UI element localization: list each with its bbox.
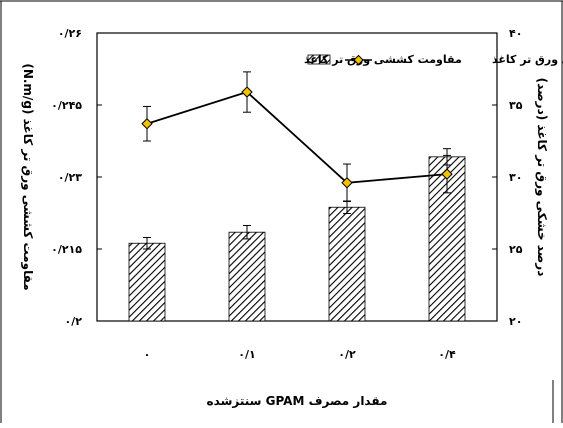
left-y-tick-label: ۰/۲۳ xyxy=(58,171,82,184)
error-bars-group xyxy=(143,148,451,250)
left-y-tick-label: ۰/۲۱۵ xyxy=(51,243,82,256)
x-axis-title: مقدار مصرف GPAM سنتزشده xyxy=(207,394,388,408)
legend-bar-swatch xyxy=(307,54,331,65)
left-y-tick-label: ۰/۲ xyxy=(65,315,83,328)
legend: مقاومت کششی ورق تر کاغذ خشکی ورق تر کاغذ xyxy=(304,53,563,66)
legend-line-marker xyxy=(353,54,364,66)
x-tick-label: ۰/۴ xyxy=(438,348,456,361)
line-point xyxy=(141,118,153,130)
legend-line-label: خشکی ورق تر کاغذ xyxy=(492,53,563,66)
x-tick-label: ۰ xyxy=(144,348,151,361)
ticks-group xyxy=(97,32,497,322)
bar xyxy=(128,242,166,322)
legend-bar-label: مقاومت کششی ورق تر کاغذ xyxy=(304,53,462,66)
x-tick-label: ۰/۱ xyxy=(238,348,255,361)
right-axis-title: درصد خشکی ورق تر کاغذ (درصد) xyxy=(534,78,549,277)
left-y-tick-label: ۰/۲۴۵ xyxy=(51,99,82,112)
right-y-tick-label: ۳۵ xyxy=(509,99,523,112)
right-y-tick-label: ۴۰ xyxy=(509,27,522,40)
line-series-path xyxy=(146,91,448,184)
bars-group xyxy=(128,156,466,322)
line-point xyxy=(341,177,353,189)
line-point xyxy=(441,168,453,180)
left-axis-title: مقاومت کششی ورق تر کاغذ (N.m/g) xyxy=(20,63,35,290)
line-point xyxy=(241,86,253,98)
left-y-tick-label: ۰/۲۶ xyxy=(58,27,82,40)
line-group xyxy=(141,71,453,202)
right-y-tick-label: ۲۰ xyxy=(509,315,522,328)
bar xyxy=(328,206,366,322)
x-tick-label: ۰/۲ xyxy=(338,348,356,361)
right-y-tick-label: ۳۰ xyxy=(509,171,522,184)
bar xyxy=(228,231,266,322)
right-y-tick-label: ۲۵ xyxy=(509,243,523,256)
